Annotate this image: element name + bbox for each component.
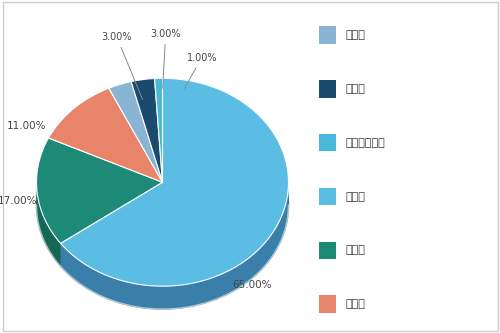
Text: 65.00%: 65.00% xyxy=(232,280,272,290)
Text: 重水堆: 重水堆 xyxy=(345,299,365,309)
Bar xyxy=(320,80,336,98)
Text: 11.00%: 11.00% xyxy=(8,121,47,131)
Polygon shape xyxy=(36,183,60,266)
Bar xyxy=(320,242,336,259)
Wedge shape xyxy=(36,138,162,243)
Text: 17.00%: 17.00% xyxy=(0,196,38,206)
Bar xyxy=(320,26,336,44)
Text: 3.00%: 3.00% xyxy=(150,29,181,88)
Bar xyxy=(320,134,336,152)
Text: 快中子反应堆: 快中子反应堆 xyxy=(345,138,385,148)
Text: 水冷堆: 水冷堆 xyxy=(345,30,365,40)
Text: 1.00%: 1.00% xyxy=(184,53,217,89)
Text: 压水堆: 压水堆 xyxy=(345,191,365,201)
Text: 气冷堆: 气冷堆 xyxy=(345,84,365,94)
Ellipse shape xyxy=(36,101,288,309)
Text: 沸水堆: 沸水堆 xyxy=(345,245,365,255)
Bar xyxy=(320,188,336,205)
Polygon shape xyxy=(60,184,288,309)
Wedge shape xyxy=(48,88,162,182)
Wedge shape xyxy=(60,78,288,286)
Bar xyxy=(320,295,336,313)
Text: 3.00%: 3.00% xyxy=(102,32,142,99)
Wedge shape xyxy=(109,82,162,182)
Wedge shape xyxy=(131,79,162,182)
Wedge shape xyxy=(154,78,162,182)
